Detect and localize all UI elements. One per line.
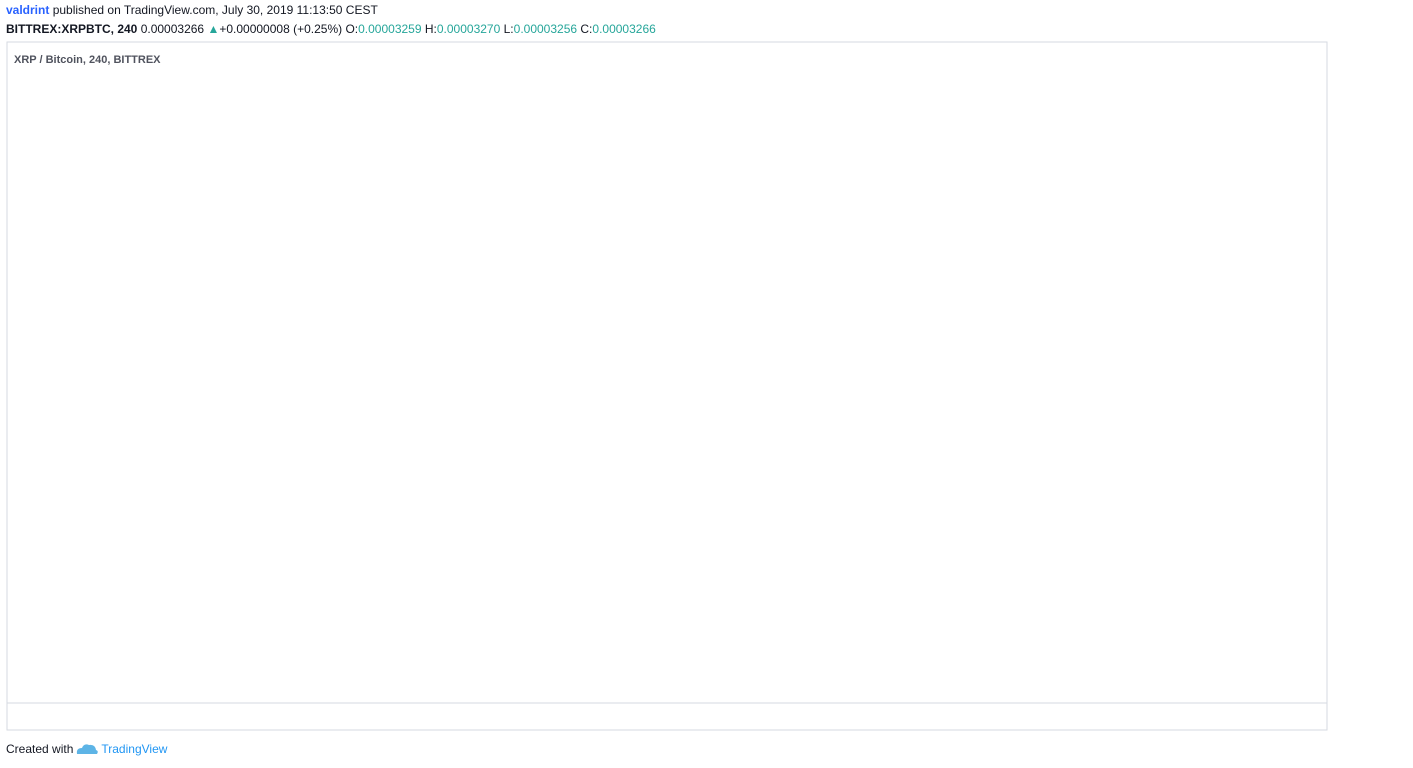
o: 0.00003259	[358, 22, 422, 36]
publish-line: valdrint published on TradingView.com, J…	[6, 3, 378, 17]
arrow: ▲	[207, 22, 220, 36]
c: 0.00003266	[592, 22, 656, 36]
c-label: C:	[580, 22, 593, 36]
price: 0.00003266	[140, 22, 205, 36]
o-label: O:	[345, 22, 359, 36]
symbol: BITTREX:XRPBTC, 240	[6, 22, 138, 36]
change: +0.00000008 (+0.25%)	[219, 22, 343, 36]
logo	[77, 744, 99, 754]
author[interactable]: valdrint	[6, 3, 50, 17]
l: 0.00003256	[513, 22, 578, 36]
published: published on TradingView.com, July 30, 2…	[52, 3, 378, 17]
legend: XRP / Bitcoin, 240, BITTREX	[14, 54, 161, 66]
footer: Created with TradingView	[6, 742, 167, 756]
h-label: H:	[424, 22, 437, 36]
created-with: Created with	[6, 742, 74, 756]
symbol-line: BITTREX:XRPBTC, 240 0.00003266 ▲+0.00000…	[6, 22, 656, 36]
l-label: L:	[503, 22, 514, 36]
chart: XRP / Bitcoin, 240, BITTREX	[6, 41, 1328, 731]
brand[interactable]: TradingView	[101, 742, 168, 756]
frame	[6, 41, 1328, 731]
logo-cloud	[77, 744, 99, 754]
h: 0.00003270	[436, 22, 501, 36]
